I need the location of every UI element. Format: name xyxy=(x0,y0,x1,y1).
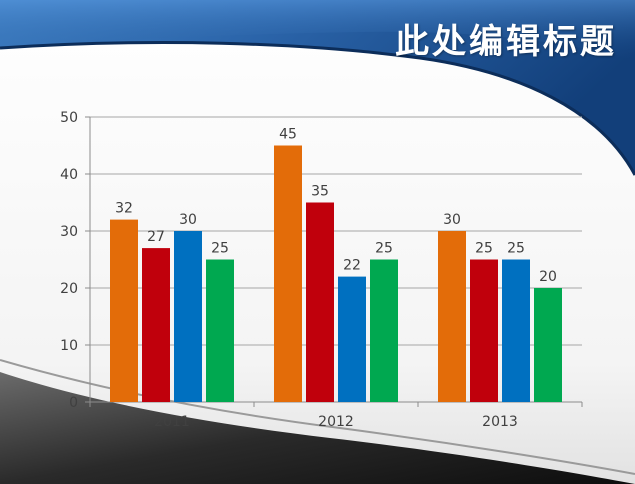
y-tick-label: 0 xyxy=(69,395,78,411)
bar xyxy=(206,259,234,402)
header-band xyxy=(0,0,635,175)
data-label: 25 xyxy=(475,241,493,257)
data-label: 30 xyxy=(179,212,197,228)
bar xyxy=(502,259,530,402)
bar xyxy=(142,248,170,402)
footer-band xyxy=(0,372,635,484)
gridlines xyxy=(90,116,582,346)
header-highlight xyxy=(0,0,635,60)
bars xyxy=(110,145,562,402)
data-label: 22 xyxy=(343,258,361,274)
data-label: 45 xyxy=(279,127,297,143)
x-tick-label: 2013 xyxy=(482,414,518,430)
bar xyxy=(274,145,302,402)
data-label: 32 xyxy=(115,201,133,217)
y-tick-label: 40 xyxy=(60,167,78,183)
x-tick-label: 2011 xyxy=(154,414,190,430)
bar xyxy=(174,231,202,402)
bar xyxy=(438,231,466,402)
slide-title[interactable]: 此处编辑标题 xyxy=(395,22,617,62)
y-tick-label: 50 xyxy=(60,110,78,126)
data-label: 20 xyxy=(539,269,557,285)
x-tick-label: 2012 xyxy=(318,414,354,430)
bar xyxy=(470,259,498,402)
data-label: 27 xyxy=(147,229,165,245)
bar xyxy=(534,288,562,402)
y-tick-label: 10 xyxy=(60,338,78,354)
y-tick-label: 20 xyxy=(60,281,78,297)
y-tick-label: 30 xyxy=(60,224,78,240)
data-label: 30 xyxy=(443,212,461,228)
axes: 0 10 20 30 40 50 2011 2012 2013 xyxy=(60,110,583,430)
bar xyxy=(110,219,138,402)
data-label: 25 xyxy=(507,241,525,257)
bar xyxy=(370,259,398,402)
data-labels: 32 27 30 25 45 35 22 25 30 25 25 20 xyxy=(115,127,557,286)
footer-edge xyxy=(0,359,635,475)
data-label: 25 xyxy=(211,241,229,257)
data-label: 35 xyxy=(311,184,329,200)
header-edge xyxy=(0,41,635,176)
data-label: 25 xyxy=(375,241,393,257)
bar xyxy=(338,276,366,402)
bar xyxy=(306,202,334,402)
